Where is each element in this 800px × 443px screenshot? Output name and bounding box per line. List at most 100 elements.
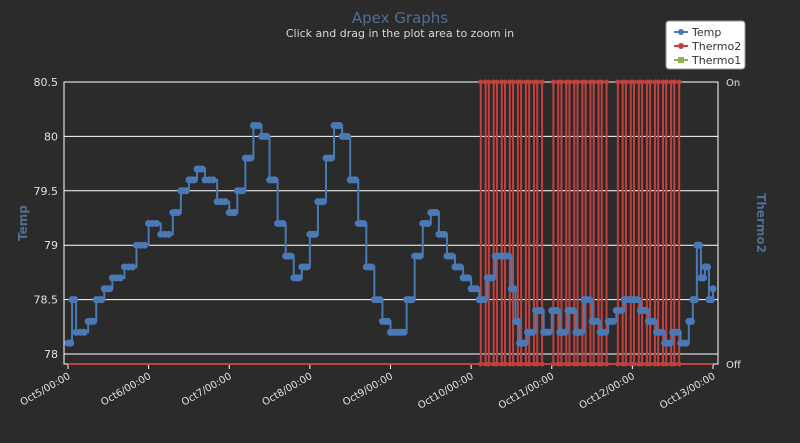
legend-item-thermo1[interactable]: Thermo1 (674, 54, 741, 67)
left-tick-label: 80.5 (34, 76, 59, 89)
temp-point (106, 285, 114, 293)
thermo2-point (591, 79, 597, 85)
temp-point (271, 176, 279, 184)
thermo2-point (526, 361, 532, 367)
thermo2-point (655, 361, 661, 367)
legend-temp-marker-icon (678, 29, 684, 35)
temp-point (424, 219, 432, 227)
left-tick-label: 78 (44, 348, 58, 361)
temp-point (319, 198, 327, 206)
temp-point (392, 328, 400, 336)
thermo2-point (502, 361, 508, 367)
temp-point (593, 317, 601, 325)
temp-point (708, 296, 716, 304)
thermo2-point (676, 79, 682, 85)
temp-point (247, 154, 255, 162)
temp-point (464, 274, 472, 282)
temp-point (545, 328, 553, 336)
temp-point (473, 285, 480, 293)
thermo2-point (558, 361, 564, 367)
temp-point (165, 230, 173, 238)
thermo2-point (676, 361, 682, 367)
temp-point (585, 296, 593, 304)
temp-point (696, 241, 704, 249)
thermo2-point (631, 361, 637, 367)
temp-point (497, 252, 505, 260)
temp-point (489, 274, 497, 282)
thermo2-point (502, 79, 508, 85)
temp-point (561, 328, 569, 336)
thermo2-point (663, 361, 669, 367)
temp-point (569, 306, 577, 314)
temp-point (80, 328, 88, 336)
thermo2-point (655, 79, 661, 85)
chart-title: Apex Graphs (352, 9, 448, 27)
temp-point (98, 296, 106, 304)
temp-point (634, 296, 642, 304)
thermo2-point (550, 79, 556, 85)
temp-point (688, 317, 695, 325)
thermo2-point (539, 79, 545, 85)
thermo2-point (583, 79, 589, 85)
temp-point (642, 306, 650, 314)
thermo2-point (550, 361, 556, 367)
thermo2-point (518, 79, 524, 85)
thermo2-point (518, 361, 524, 367)
temp-point (521, 339, 529, 347)
temp-point (287, 252, 295, 260)
left-tick-label: 80 (44, 130, 58, 143)
temp-point (90, 317, 98, 325)
legend-thermo2-marker-icon (678, 43, 684, 49)
temp-point (529, 328, 537, 336)
legend-thermo1-marker-icon (678, 57, 684, 63)
legend-item-temp[interactable]: Temp (674, 26, 721, 39)
thermo2-point (647, 79, 653, 85)
temp-point (610, 317, 618, 325)
legend-thermo2-label: Thermo2 (691, 40, 741, 53)
temp-point (67, 339, 75, 347)
temp-point (221, 198, 229, 206)
temp-point (400, 328, 408, 336)
thermo2-point (566, 79, 572, 85)
temp-point (408, 296, 416, 304)
temp-point (335, 122, 343, 130)
right-tick-label: Off (726, 360, 742, 371)
temp-point (255, 122, 263, 130)
temp-point (514, 317, 522, 325)
legend-item-thermo2[interactable]: Thermo2 (674, 40, 741, 53)
temp-point (263, 132, 271, 140)
temp-point (416, 252, 424, 260)
thermo2-point (647, 361, 653, 367)
temp-point (198, 165, 206, 173)
temp-point (116, 274, 124, 282)
temp-point (311, 230, 319, 238)
temp-point (440, 230, 448, 238)
temp-point (456, 263, 464, 271)
thermo2-point (631, 79, 637, 85)
temp-point (295, 274, 303, 282)
temp-point (239, 187, 247, 195)
legend-thermo1-label: Thermo1 (691, 54, 741, 67)
thermo2-point (478, 79, 484, 85)
temp-point (209, 176, 217, 184)
left-tick-label: 78.5 (34, 294, 59, 307)
left-tick-label: 79 (44, 239, 58, 252)
series-thermo2 (68, 79, 713, 367)
legend-temp-label: Temp (691, 26, 721, 39)
temp-point (618, 306, 626, 314)
thermo2-point (591, 361, 597, 367)
temp-point (231, 209, 239, 217)
thermo2-point (575, 79, 581, 85)
temp-point (700, 274, 708, 282)
thermo2-point (599, 361, 605, 367)
thermo2-point (494, 79, 500, 85)
thermo2-point (599, 79, 605, 85)
thermo2-point (534, 361, 540, 367)
thermo2-point (486, 79, 492, 85)
thermo2-point (639, 361, 645, 367)
right-tick-label: On (726, 78, 740, 89)
thermo2-point (526, 79, 532, 85)
legend[interactable]: Temp Thermo2 Thermo1 (665, 20, 746, 70)
thermo2-point (604, 79, 610, 85)
